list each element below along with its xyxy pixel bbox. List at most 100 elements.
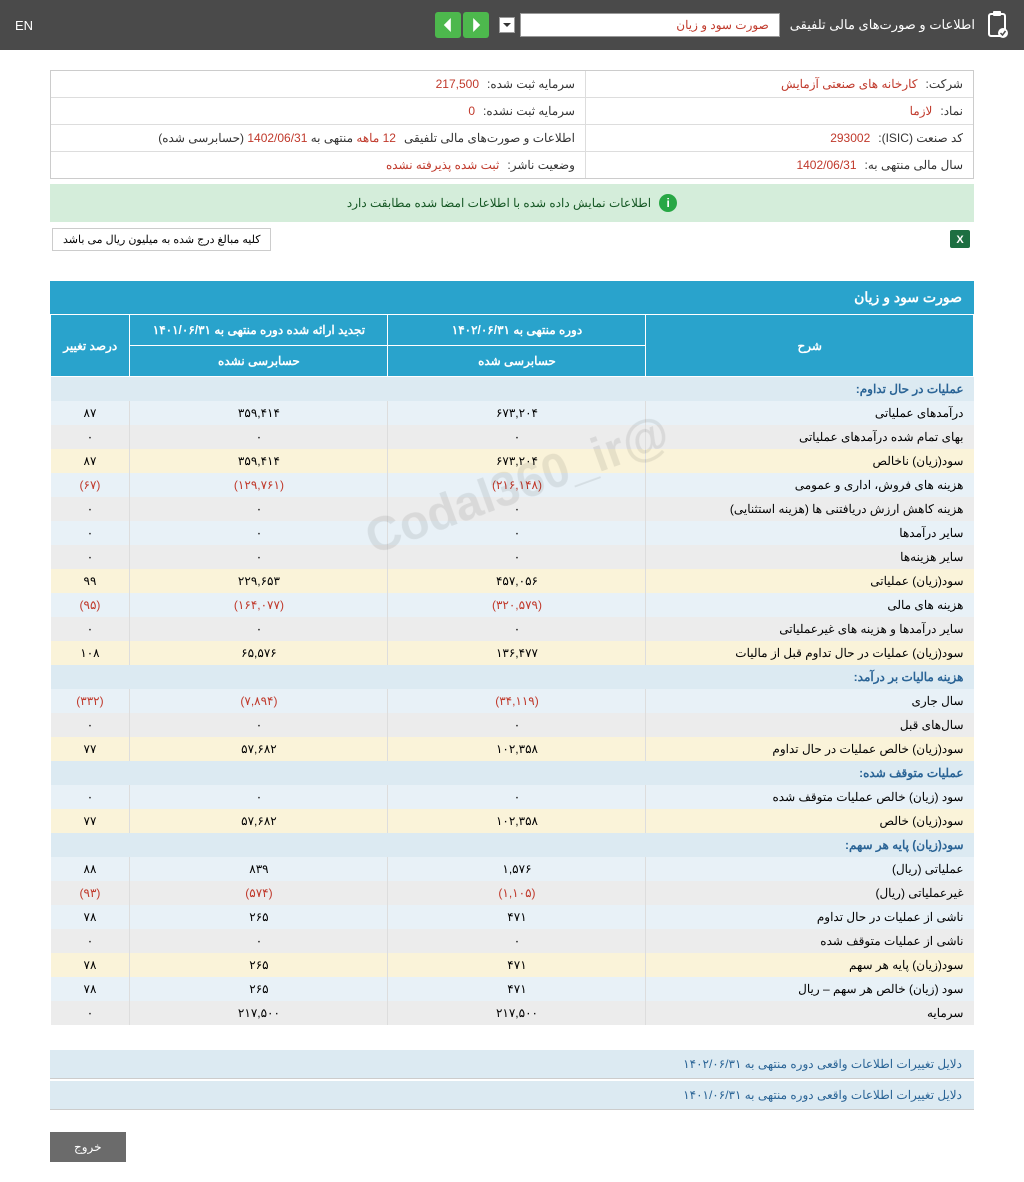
capital-reg-value: 217,500 [436, 77, 479, 91]
value-cell: ۷۷ [51, 737, 130, 761]
desc-cell: سرمایه [646, 1001, 974, 1025]
status-value: ثبت شده پذیرفته نشده [386, 158, 499, 172]
status-label: وضعیت ناشر: [507, 158, 575, 172]
value-cell: (۹۵) [51, 593, 130, 617]
section-header-cell: عملیات در حال تداوم: [51, 377, 974, 402]
value-cell: ۲۱۷,۵۰۰ [388, 1001, 646, 1025]
value-cell: ۸۸ [51, 857, 130, 881]
value-cell: ۰ [51, 785, 130, 809]
table-row: هزینه مالیات بر درآمد: [51, 665, 974, 689]
desc-cell: هزینه های مالی [646, 593, 974, 617]
dropdown-arrow-icon [499, 17, 515, 33]
table-row: سرمایه۲۱۷,۵۰۰۲۱۷,۵۰۰۰ [51, 1001, 974, 1025]
value-cell: ۰ [51, 929, 130, 953]
nav-buttons [435, 12, 489, 38]
desc-cell: سایر درآمدها [646, 521, 974, 545]
value-cell: ۲۲۹,۶۵۳ [130, 569, 388, 593]
language-toggle[interactable]: EN [15, 18, 33, 33]
value-cell: ۰ [388, 497, 646, 521]
value-cell: (۷,۸۹۴) [130, 689, 388, 713]
value-cell: (۲۱۶,۱۴۸) [388, 473, 646, 497]
value-cell: ۷۸ [51, 953, 130, 977]
isic-label: کد صنعت (ISIC): [878, 131, 963, 145]
table-row: عملیات در حال تداوم: [51, 377, 974, 402]
currency-note: کلیه مبالغ درج شده به میلیون ریال می باش… [52, 228, 271, 251]
consol-date: 1402/06/31 [247, 131, 307, 145]
consol-period: 12 ماهه [356, 131, 396, 145]
value-cell: ۰ [51, 425, 130, 449]
th-audited: حسابرسی شده [388, 346, 646, 377]
section-header-cell: سود(زیان) پایه هر سهم: [51, 833, 974, 857]
company-label: شرکت: [925, 77, 963, 91]
report-dropdown[interactable]: صورت سود و زیان [499, 13, 780, 37]
value-cell: ۰ [51, 1001, 130, 1025]
value-cell: (۱۲۹,۷۶۱) [130, 473, 388, 497]
value-cell: ۰ [130, 929, 388, 953]
income-statement-table: شرح دوره منتهی به ۱۴۰۲/۰۶/۳۱ تجدید ارائه… [50, 314, 974, 1025]
top-bar-title: اطلاعات و صورت‌های مالی تلفیقی [790, 17, 975, 33]
value-cell: (۱,۱۰۵) [388, 881, 646, 905]
nav-prev-button[interactable] [435, 12, 461, 38]
value-cell: ۴۷۱ [388, 977, 646, 1001]
table-row: سود(زیان) پایه هر سهم: [51, 833, 974, 857]
value-cell: ۰ [130, 425, 388, 449]
value-cell: ۱,۵۷۶ [388, 857, 646, 881]
desc-cell: سال‌های قبل [646, 713, 974, 737]
table-row: هزینه های فروش، اداری و عمومی(۲۱۶,۱۴۸)(۱… [51, 473, 974, 497]
table-row: عملیاتی (ریال)۱,۵۷۶۸۳۹۸۸ [51, 857, 974, 881]
desc-cell: سود(زیان) ناخالص [646, 449, 974, 473]
banner-text: اطلاعات نمایش داده شده با اطلاعات امضا ش… [347, 196, 651, 210]
table-row: سایر درآمدها و هزینه های غیرعملیاتی۰۰۰ [51, 617, 974, 641]
dropdown-value: صورت سود و زیان [520, 13, 780, 37]
value-cell: ۲۶۵ [130, 977, 388, 1001]
desc-cell: سایر درآمدها و هزینه های غیرعملیاتی [646, 617, 974, 641]
main-container: شرکت:کارخانه های صنعتی آزمایش سرمایه ثبت… [0, 50, 1024, 1182]
value-cell: ۶۵,۵۷۶ [130, 641, 388, 665]
section-header-cell: هزینه مالیات بر درآمد: [51, 665, 974, 689]
value-cell: ۷۸ [51, 905, 130, 929]
exit-button[interactable]: خروج [50, 1132, 126, 1162]
value-cell: ۵۷,۶۸۲ [130, 809, 388, 833]
table-row: سود (زیان) خالص عملیات متوقف شده۰۰۰ [51, 785, 974, 809]
value-cell: ۰ [388, 785, 646, 809]
value-cell: ۰ [388, 617, 646, 641]
table-title: صورت سود و زیان [50, 281, 974, 314]
nav-next-button[interactable] [463, 12, 489, 38]
value-cell: ۰ [130, 545, 388, 569]
top-bar: اطلاعات و صورت‌های مالی تلفیقی صورت سود … [0, 0, 1024, 50]
symbol-value: لازما [910, 104, 933, 118]
desc-cell: سود(زیان) عملیاتی [646, 569, 974, 593]
value-cell: ۰ [130, 785, 388, 809]
fy-label: سال مالی منتهی به: [865, 158, 963, 172]
value-cell: ۸۷ [51, 449, 130, 473]
value-cell: ۰ [51, 521, 130, 545]
svg-text:X: X [956, 234, 964, 246]
value-cell: ۰ [51, 497, 130, 521]
desc-cell: هزینه های فروش، اداری و عمومی [646, 473, 974, 497]
value-cell: (۶۷) [51, 473, 130, 497]
top-bar-right: اطلاعات و صورت‌های مالی تلفیقی صورت سود … [435, 11, 1009, 39]
table-body: عملیات در حال تداوم:درآمدهای عملیاتی۶۷۳,… [51, 377, 974, 1026]
value-cell: ۱۰۲,۳۵۸ [388, 809, 646, 833]
desc-cell: درآمدهای عملیاتی [646, 401, 974, 425]
desc-cell: غیرعملیاتی (ریال) [646, 881, 974, 905]
reason-row-1[interactable]: دلایل تغییرات اطلاعات واقعی دوره منتهی ب… [50, 1050, 974, 1079]
table-row: هزینه کاهش ارزش دریافتنی ها (هزینه استثن… [51, 497, 974, 521]
th-unaudited: حسابرسی نشده [130, 346, 388, 377]
value-cell: (۳۴,۱۱۹) [388, 689, 646, 713]
value-cell: ۳۵۹,۴۱۴ [130, 401, 388, 425]
reasons-box: دلایل تغییرات اطلاعات واقعی دوره منتهی ب… [50, 1050, 974, 1110]
excel-icon[interactable]: X [948, 227, 972, 251]
symbol-label: نماد: [940, 104, 963, 118]
reason-row-2[interactable]: دلایل تغییرات اطلاعات واقعی دوره منتهی ب… [50, 1081, 974, 1110]
desc-cell: سود (زیان) خالص هر سهم – ریال [646, 977, 974, 1001]
value-cell: ۲۶۵ [130, 953, 388, 977]
desc-cell: ناشی از عملیات در حال تداوم [646, 905, 974, 929]
table-row: ناشی از عملیات متوقف شده۰۰۰ [51, 929, 974, 953]
table-row: ناشی از عملیات در حال تداوم۴۷۱۲۶۵۷۸ [51, 905, 974, 929]
value-cell: ۹۹ [51, 569, 130, 593]
value-cell: ۴۷۱ [388, 953, 646, 977]
isic-value: 293002 [830, 131, 870, 145]
value-cell: ۰ [51, 617, 130, 641]
value-cell: ۰ [388, 713, 646, 737]
